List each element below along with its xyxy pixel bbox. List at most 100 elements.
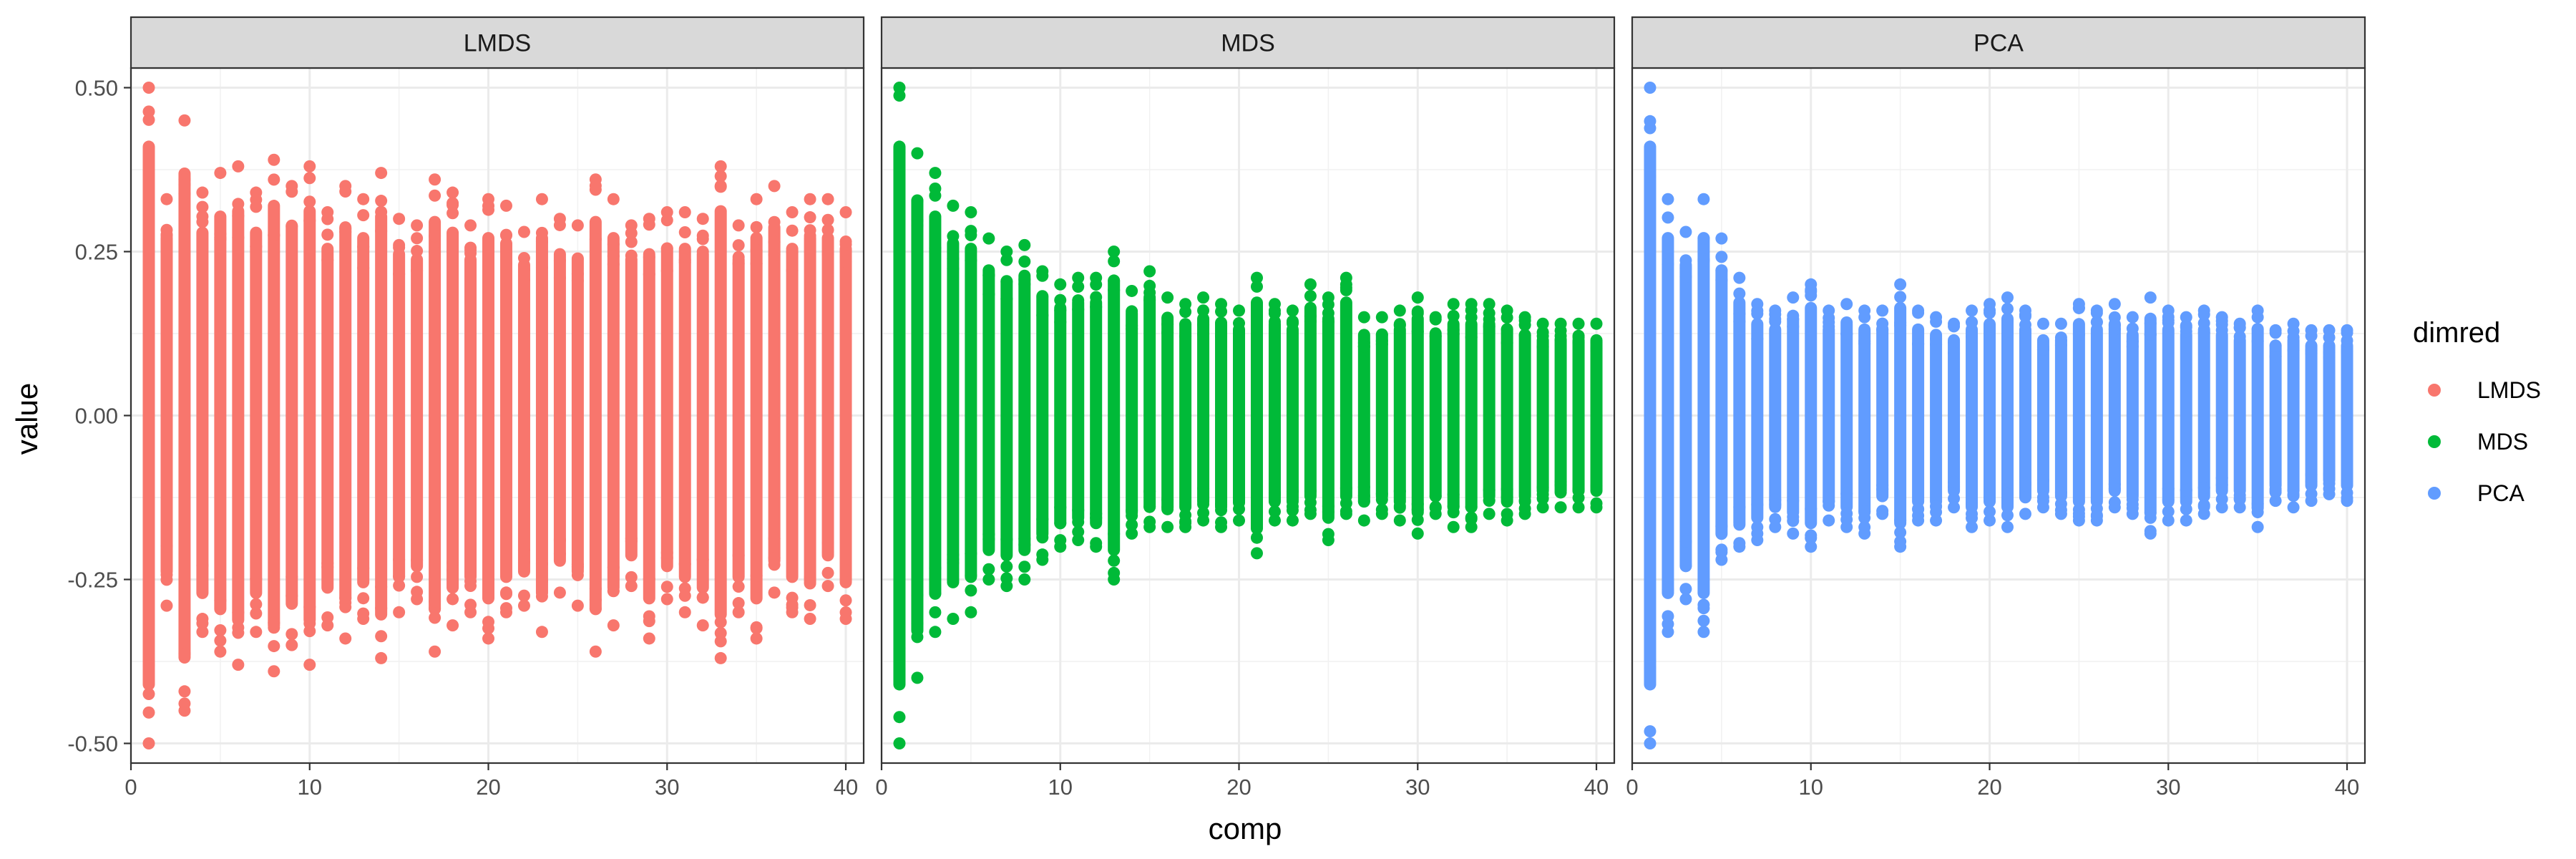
data-point (893, 711, 906, 724)
point-column (1161, 291, 1174, 533)
x-tick-label: 40 (1584, 775, 1609, 800)
data-point (142, 706, 155, 719)
data-point (1233, 337, 1246, 350)
point-column (375, 167, 388, 664)
data-point (660, 242, 673, 255)
data-point (321, 557, 334, 570)
data-point (929, 242, 942, 255)
facet-strip (1631, 16, 2366, 69)
data-point (1375, 503, 1388, 516)
data-point (303, 601, 316, 613)
data-point (732, 251, 745, 263)
data-point (1894, 514, 1907, 527)
data-point (250, 607, 263, 620)
data-point (2019, 491, 2031, 504)
data-point (1108, 245, 1121, 258)
data-point (447, 556, 459, 569)
data-point (821, 545, 834, 558)
data-point (1483, 508, 1496, 520)
data-point (1966, 520, 1979, 533)
data-point (804, 577, 816, 590)
data-point (2019, 309, 2031, 321)
data-point (1572, 501, 1585, 514)
point-column (447, 186, 459, 632)
data-point (1429, 502, 1442, 515)
data-point (750, 569, 763, 582)
data-point (2144, 525, 2157, 538)
data-point (268, 228, 280, 241)
data-point (1948, 475, 1961, 488)
data-point (482, 616, 495, 629)
data-point (768, 532, 781, 545)
data-point (196, 215, 209, 228)
data-point (1090, 301, 1103, 314)
data-point (393, 213, 406, 225)
point-column (250, 186, 263, 639)
data-point (303, 617, 316, 630)
legend-key (2428, 384, 2441, 397)
data-point (232, 626, 245, 639)
data-point (482, 260, 495, 273)
data-point (357, 241, 370, 253)
point-column (2269, 324, 2282, 508)
point-column (2036, 317, 2049, 514)
data-point (429, 595, 441, 608)
points-lmds (142, 81, 852, 750)
data-point (1250, 280, 1263, 293)
data-point (2019, 476, 2031, 489)
data-point (1018, 533, 1031, 545)
data-point (804, 211, 816, 224)
point-column (1108, 245, 1121, 586)
point-column (1572, 317, 1585, 514)
data-point (2126, 322, 2139, 335)
data-point (1054, 501, 1067, 514)
point-column (1733, 271, 1746, 553)
point-column (696, 213, 709, 632)
point-column (393, 213, 406, 618)
data-point (160, 573, 173, 586)
data-point (1143, 485, 1156, 498)
data-point (517, 225, 530, 238)
data-point (678, 558, 691, 571)
point-column (1679, 225, 1692, 606)
point-column (1340, 271, 1352, 520)
data-point (982, 563, 995, 576)
data-point (1644, 81, 1657, 94)
data-point (160, 223, 173, 236)
data-point (1072, 504, 1085, 517)
data-point (1984, 320, 1996, 333)
data-point (589, 180, 602, 193)
data-point (1715, 543, 1728, 556)
data-point (1858, 311, 1871, 324)
data-point (1697, 232, 1710, 245)
data-point (357, 607, 370, 620)
facet-strip-label: PCA (1974, 30, 2024, 57)
data-point (2054, 486, 2067, 499)
point-column (2126, 311, 2139, 520)
data-point (2269, 326, 2282, 339)
data-point (1662, 193, 1674, 205)
data-point (1161, 501, 1174, 514)
point-column (1126, 284, 1138, 540)
data-point (750, 243, 763, 256)
point-column (1322, 291, 1335, 547)
point-column (553, 213, 566, 599)
data-point (1108, 566, 1121, 579)
data-point (643, 615, 655, 628)
data-point (1018, 255, 1031, 268)
point-column (750, 193, 763, 645)
data-point (447, 197, 459, 210)
point-column (1840, 298, 1853, 533)
data-point (696, 229, 709, 242)
data-point (411, 553, 424, 566)
point-column (1465, 298, 1478, 533)
data-point (1447, 488, 1460, 501)
data-point (447, 619, 459, 632)
data-point (339, 601, 352, 613)
data-point (286, 589, 298, 602)
data-point (178, 647, 191, 660)
data-point (1233, 316, 1246, 329)
point-column (2180, 311, 2192, 527)
data-point (2323, 467, 2336, 480)
